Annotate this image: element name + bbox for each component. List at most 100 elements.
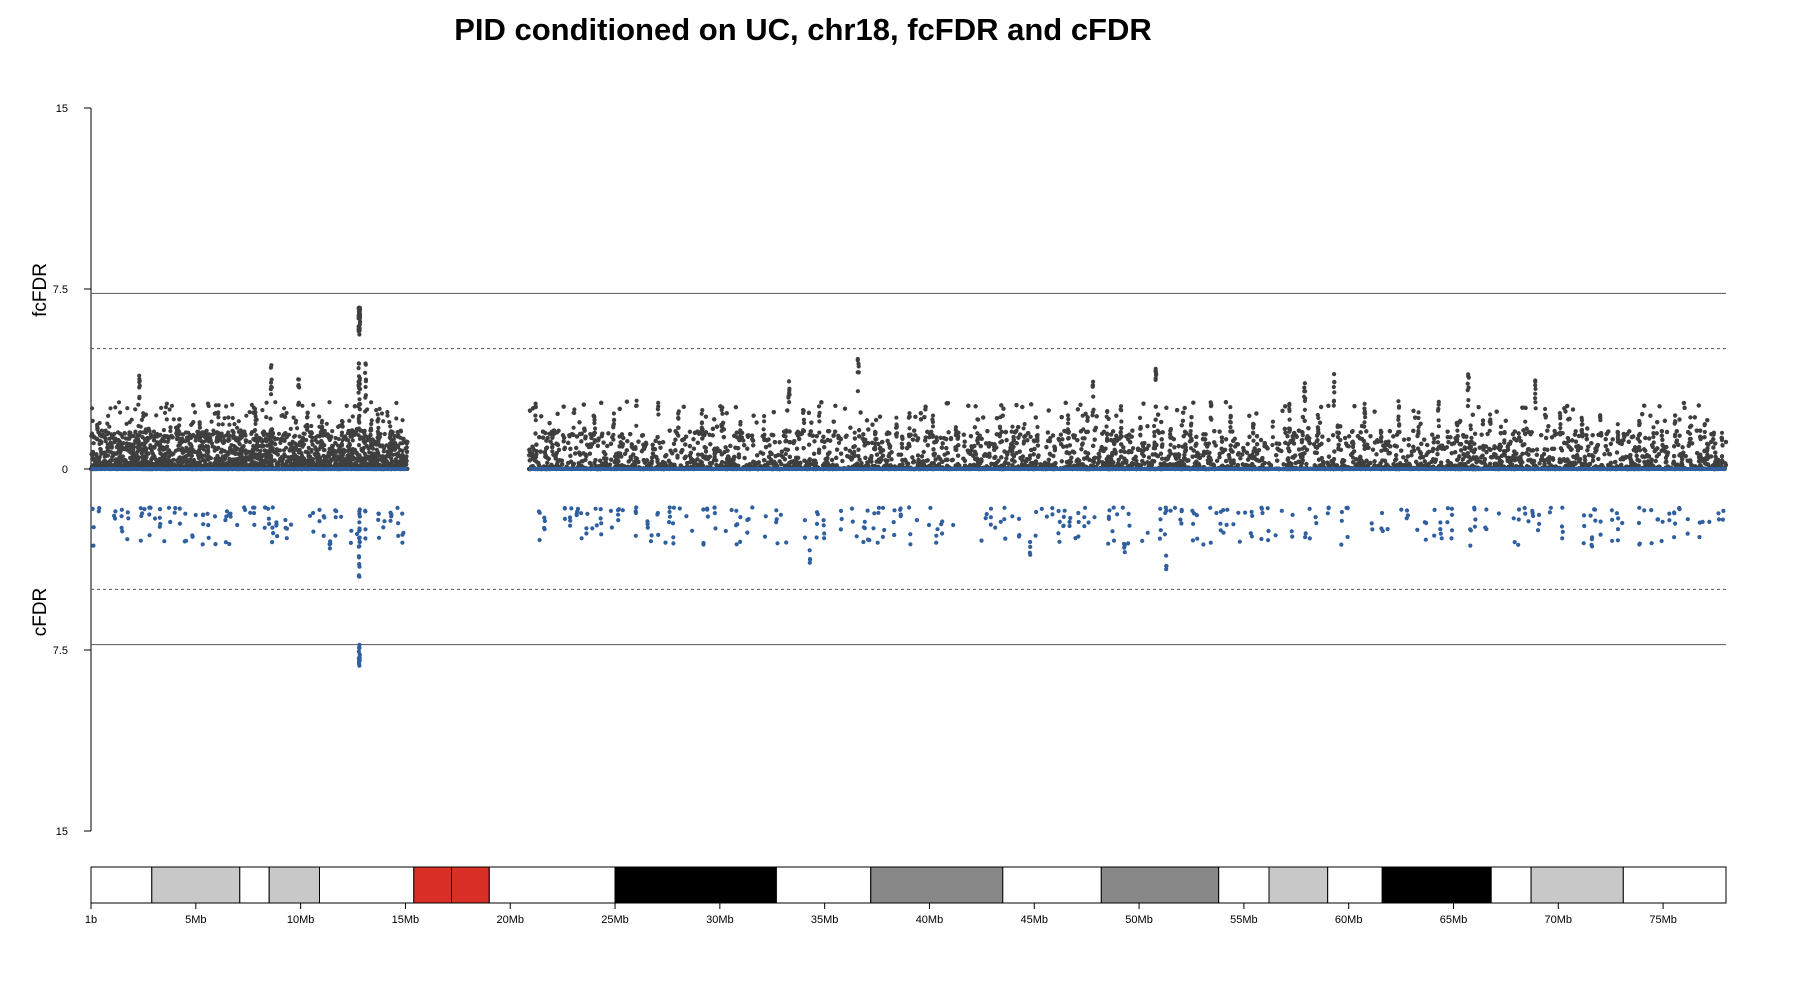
fcfdr-point xyxy=(261,458,266,464)
fcfdr-point xyxy=(165,450,170,455)
fcfdr-point xyxy=(231,429,236,434)
fcfdr-point xyxy=(226,438,231,443)
fcfdr-point xyxy=(135,433,140,438)
fcfdr-point xyxy=(204,444,209,449)
fcfdr-point xyxy=(100,432,105,437)
fcfdr-point xyxy=(370,437,375,442)
fcfdr-point xyxy=(216,433,221,438)
fcfdr-point xyxy=(122,459,128,464)
fcfdr-point xyxy=(156,433,161,438)
fcfdr-point xyxy=(400,441,405,446)
fcfdr-point xyxy=(283,414,288,419)
fcfdr-point xyxy=(282,431,287,436)
fcfdr-point xyxy=(385,413,390,418)
fcfdr-point xyxy=(158,460,164,465)
fcfdr-point xyxy=(162,410,168,415)
fcfdr-point xyxy=(282,437,287,443)
fcfdr-point xyxy=(376,453,381,458)
fcfdr-point xyxy=(247,410,252,415)
fcfdr-point xyxy=(309,459,314,464)
fcfdr-point xyxy=(349,457,354,462)
fcfdr-point xyxy=(287,448,292,453)
fcfdr-point xyxy=(140,435,145,440)
fcfdr-point xyxy=(151,445,156,450)
fcfdr-point xyxy=(224,404,229,409)
fcfdr-point xyxy=(230,415,235,421)
fcfdr-points xyxy=(88,305,1729,472)
fcfdr-point xyxy=(305,425,310,430)
fcfdr-point xyxy=(336,436,341,442)
fcfdr-point xyxy=(304,437,309,443)
fcfdr-point xyxy=(91,457,97,462)
fcfdr-point xyxy=(147,462,152,468)
fcfdr-point xyxy=(327,400,332,405)
fcfdr-point xyxy=(122,431,127,436)
fcfdr-point xyxy=(260,408,265,413)
fcfdr-point xyxy=(256,456,261,461)
fcfdr-point xyxy=(216,422,221,427)
fcfdr-point xyxy=(221,456,226,461)
fcfdr-point xyxy=(264,415,269,420)
fcfdr-point xyxy=(373,452,378,457)
fcfdr-point xyxy=(108,406,113,411)
fcfdr-point xyxy=(339,443,345,448)
fcfdr-point xyxy=(340,438,345,443)
fcfdr-point xyxy=(262,431,267,436)
fcfdr-point xyxy=(311,402,316,407)
fcfdr-point xyxy=(333,450,338,455)
fcfdr-point xyxy=(270,441,275,446)
fcfdr-point xyxy=(206,457,211,462)
fcfdr-point xyxy=(362,458,368,463)
fcfdr-point xyxy=(238,447,243,452)
fcfdr-point xyxy=(299,442,304,447)
fcfdr-point xyxy=(287,441,292,446)
fcfdr-point xyxy=(253,421,258,426)
fcfdr-point xyxy=(197,425,202,430)
fcfdr-point xyxy=(376,436,381,441)
fcfdr-point xyxy=(117,439,122,444)
fcfdr-point xyxy=(177,429,182,435)
fcfdr-point xyxy=(122,447,127,452)
fcfdr-point xyxy=(259,454,264,459)
fcfdr-point xyxy=(308,434,313,439)
fcfdr-point xyxy=(339,418,345,424)
fcfdr-point xyxy=(284,445,289,450)
fcfdr-point xyxy=(377,457,382,462)
fcfdr-point xyxy=(329,447,334,452)
fcfdr-point xyxy=(374,408,379,413)
fcfdr-point xyxy=(154,413,159,418)
fcfdr-point xyxy=(106,413,111,418)
fcfdr-point xyxy=(127,420,132,425)
fcfdr-point xyxy=(143,427,148,432)
fcfdr-point xyxy=(292,452,297,457)
fcfdr-point xyxy=(404,454,409,459)
fcfdr-point xyxy=(359,446,364,451)
fcfdr-point xyxy=(288,426,293,431)
fcfdr-point xyxy=(265,443,270,448)
fcfdr-point xyxy=(123,436,128,441)
fcfdr-point xyxy=(252,428,258,433)
fcfdr-point xyxy=(208,435,213,440)
fcfdr-point xyxy=(136,442,141,447)
fcfdr-point xyxy=(222,438,227,443)
fcfdr-point xyxy=(253,418,258,423)
fcfdr-point xyxy=(354,430,359,435)
fcfdr-point xyxy=(229,443,234,448)
fcfdr-point xyxy=(182,449,187,454)
fcfdr-point xyxy=(394,400,399,406)
fcfdr-point xyxy=(192,410,198,415)
fcfdr-point xyxy=(96,460,101,465)
fcfdr-point xyxy=(209,419,214,424)
fcfdr-point xyxy=(110,450,115,455)
fcfdr-point xyxy=(251,449,256,454)
fcfdr-point xyxy=(249,431,254,436)
fcfdr-point xyxy=(352,404,357,409)
fcfdr-point xyxy=(232,422,237,427)
fcfdr-point xyxy=(400,448,405,453)
fcfdr-point xyxy=(127,432,132,437)
fcfdr-point xyxy=(367,445,372,450)
fcfdr-point xyxy=(159,405,164,410)
fcfdr-point xyxy=(164,417,169,422)
fcfdr-point xyxy=(370,458,375,463)
fcfdr-point xyxy=(324,421,329,426)
